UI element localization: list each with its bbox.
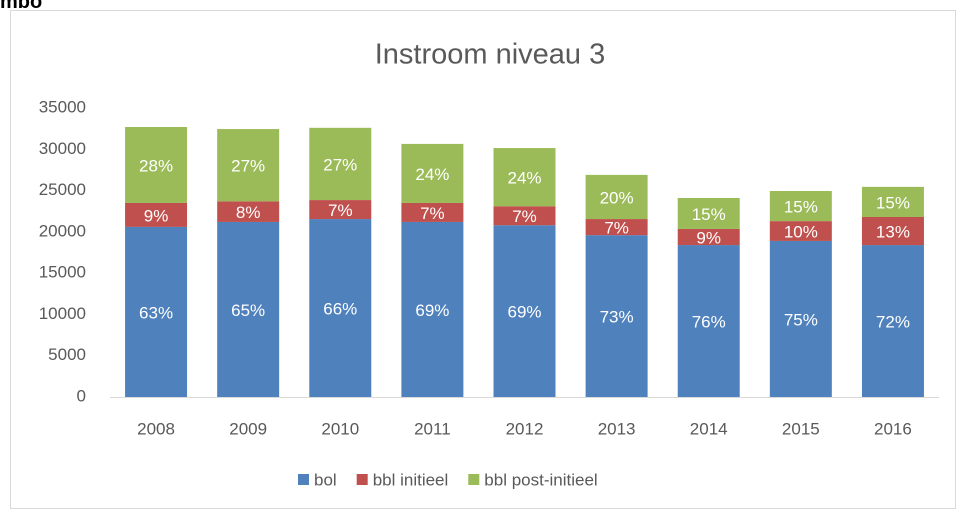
y-tick-label: 10000 bbox=[39, 304, 86, 323]
bar-segment bbox=[861, 186, 924, 217]
bar-segment bbox=[217, 129, 280, 202]
legend-swatch bbox=[356, 474, 368, 485]
bar-segment bbox=[309, 127, 372, 201]
legend-label: bbl post-initieel bbox=[484, 470, 597, 489]
bar-segment bbox=[861, 245, 924, 397]
bar-segment bbox=[125, 126, 188, 203]
legend-swatch bbox=[298, 474, 309, 485]
data-label: 7% bbox=[604, 219, 629, 238]
data-label: 65% bbox=[231, 301, 265, 320]
data-label: 15% bbox=[692, 205, 726, 224]
bar-segment bbox=[769, 190, 832, 222]
x-tick-label: 2008 bbox=[137, 419, 175, 438]
data-label: 28% bbox=[139, 156, 173, 175]
bar-segment bbox=[401, 202, 464, 222]
data-label: 72% bbox=[876, 313, 910, 332]
bar-segment bbox=[493, 148, 556, 207]
data-label: 69% bbox=[507, 303, 541, 322]
data-label: 73% bbox=[600, 308, 634, 327]
data-label: 15% bbox=[876, 193, 910, 212]
x-tick-label: 2015 bbox=[782, 419, 820, 438]
x-tick-label: 2016 bbox=[874, 419, 912, 438]
data-label: 76% bbox=[692, 313, 726, 332]
y-tick-label: 0 bbox=[77, 386, 86, 405]
bar-segment bbox=[493, 206, 556, 226]
bar-segment bbox=[125, 202, 188, 227]
data-label: 63% bbox=[139, 303, 173, 322]
legend-label: bbl initieel bbox=[373, 470, 449, 489]
x-tick-label: 2012 bbox=[506, 419, 544, 438]
data-label: 7% bbox=[328, 201, 353, 220]
y-tick-label: 35000 bbox=[39, 97, 86, 116]
bar-segment bbox=[677, 198, 740, 229]
data-label: 7% bbox=[420, 204, 445, 223]
bar-segment bbox=[769, 240, 832, 397]
data-label: 24% bbox=[507, 169, 541, 188]
bar-segment bbox=[585, 219, 648, 236]
bar-segment bbox=[217, 201, 280, 222]
data-label: 8% bbox=[236, 203, 261, 222]
legend-label: bol bbox=[314, 470, 337, 489]
data-label: 15% bbox=[784, 198, 818, 217]
y-tick-label: 25000 bbox=[39, 180, 86, 199]
data-label: 10% bbox=[784, 223, 818, 242]
bar-segment bbox=[125, 226, 188, 397]
y-tick-label: 30000 bbox=[39, 139, 86, 158]
bar-segment bbox=[309, 200, 372, 220]
bar-segment bbox=[401, 221, 464, 397]
data-label: 75% bbox=[784, 310, 818, 329]
bar-segment bbox=[217, 221, 280, 397]
data-label: 13% bbox=[876, 223, 910, 242]
data-label: 69% bbox=[415, 301, 449, 320]
bar-segment bbox=[677, 228, 740, 246]
data-label: 9% bbox=[144, 206, 169, 225]
data-label: 20% bbox=[600, 188, 634, 207]
bar-segment bbox=[861, 216, 924, 246]
data-label: 7% bbox=[512, 207, 537, 226]
y-tick-label: 15000 bbox=[39, 263, 86, 282]
bar-segment bbox=[401, 143, 464, 203]
bar-segment bbox=[585, 235, 648, 397]
x-tick-label: 2010 bbox=[321, 419, 359, 438]
x-tick-label: 2009 bbox=[229, 419, 267, 438]
x-tick-label: 2011 bbox=[414, 419, 451, 438]
bar-segment bbox=[769, 221, 832, 241]
bar-segment bbox=[493, 225, 556, 397]
chart-title: Instroom niveau 3 bbox=[375, 39, 606, 71]
legend-swatch bbox=[468, 474, 480, 485]
data-label: 9% bbox=[696, 229, 721, 248]
y-tick-label: 20000 bbox=[39, 221, 86, 240]
bar-segment bbox=[309, 219, 372, 397]
data-label: 24% bbox=[415, 165, 449, 184]
header: mbo bbox=[0, 0, 43, 13]
y-tick-label: 5000 bbox=[48, 345, 86, 364]
data-label: 27% bbox=[231, 157, 265, 176]
x-tick-label: 2014 bbox=[690, 419, 728, 438]
bar-segment bbox=[677, 245, 740, 397]
bar-segment bbox=[585, 174, 648, 220]
data-label: 27% bbox=[323, 155, 357, 174]
data-label: 66% bbox=[323, 300, 357, 319]
x-tick-label: 2013 bbox=[598, 419, 636, 438]
